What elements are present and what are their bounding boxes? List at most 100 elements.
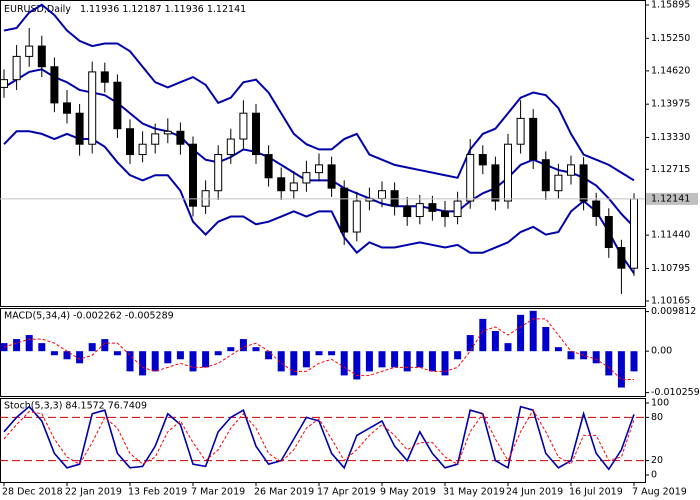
macd-bar [340,351,348,376]
macd-bar [113,351,121,356]
macd-bar [202,351,210,368]
candle-body [567,164,575,176]
candle-body [0,79,8,88]
x-tick-label: 28 Dec 2018 [2,487,63,498]
macd-bar [38,343,46,352]
candle-body [352,200,361,233]
candle-body [604,216,613,249]
x-tick-label: 7 Aug 2019 [632,487,687,498]
candle-body [289,182,298,192]
candle-body [264,154,273,179]
candle-body [113,81,122,130]
y-tick-label: 0.00 [651,346,672,357]
macd-bar [542,326,550,352]
stoch-panel [0,398,646,483]
candle-body [277,177,286,192]
macd-panel [0,308,646,397]
macd-bar [428,351,436,372]
y-tick-label: 1.10165 [651,295,690,306]
macd-bar [277,351,285,372]
macd-bar [76,351,84,364]
y-tick-label: 80 [651,412,663,423]
macd-bar [454,351,462,360]
y-tick-label: -0.010259 [651,387,700,398]
candle-body [163,130,172,135]
candle-body [491,164,500,202]
macd-bar [302,351,310,368]
candle-body [327,164,336,189]
y-tick-label: 1.11440 [651,230,690,241]
candle-body [126,128,134,156]
macd-bar [403,351,411,372]
x-tick-label: 9 May 2019 [380,487,436,498]
macd-bar [592,351,600,364]
macd-bar [189,351,197,372]
candle-body [37,45,46,68]
macd-bar [88,343,96,352]
macd-bar [139,351,147,376]
y-tick-label: 0 [651,470,657,481]
macd-bar [227,347,235,352]
candle-body [252,112,260,156]
candle-body [579,164,588,202]
x-tick-label: 7 Mar 2019 [191,487,245,498]
macd-header: MACD(5,34,4) -0.002262 -0.005289 [4,311,174,322]
macd-bar [353,351,361,380]
x-tick-label: 26 Mar 2019 [254,487,314,498]
macd-bar [25,335,33,352]
macd-bar [252,347,260,352]
candle-body [315,164,323,174]
macd-bar [164,351,172,364]
macd-bar [13,339,21,352]
candle-body [50,66,59,104]
macd-bar [391,351,399,368]
candle-body [403,205,412,218]
candle-body [75,112,84,145]
macd-bar [441,351,449,376]
macd-bar [239,339,247,352]
price-header: EURUSD,Daily 1.11936 1.12187 1.11936 1.1… [4,4,246,15]
candle-body [478,154,487,166]
candle-body [340,187,349,233]
candle-body [453,200,462,218]
y-tick-label: 1.10795 [651,263,690,274]
candle-body [302,172,311,184]
candle-body [441,210,449,218]
macd-bar [101,339,109,352]
candle-body [100,71,109,83]
macd-bar [63,351,71,360]
macd-signal [3,318,634,380]
y-tick-label: 1.12715 [651,164,690,175]
macd-bar [176,351,184,360]
x-tick-label: 16 Jul 2019 [569,487,623,498]
macd-bar [151,351,159,372]
stoch-signal [3,409,635,465]
candle-body [176,130,185,145]
candle-body [630,198,638,269]
y-tick-label: 1.13975 [651,99,690,110]
macd-bar [265,351,273,360]
candle-body [378,190,386,199]
macd-bar [567,351,575,360]
last-price-label: 1.12141 [651,193,690,204]
macd-bar [529,310,537,352]
macd-bar [630,351,638,372]
candle-body [63,102,71,114]
candle-body [138,143,147,156]
y-tick-label: 1.13330 [651,132,690,143]
candle-body [189,143,197,207]
macd-bar [554,347,562,352]
macd-bar [378,351,386,368]
macd-bar [466,335,474,352]
y-tick-label: 0.009812 [651,306,696,317]
y-tick-label: 20 [651,455,663,466]
x-tick-label: 31 May 2019 [443,487,505,498]
candle-body [88,71,97,145]
candle-body [466,154,475,202]
candle-body [617,247,626,269]
x-tick-label: 24 Jun 2019 [506,487,563,498]
stoch-header: Stoch(5,3,3) 84.1572 76.7409 [4,401,147,412]
x-tick-label: 22 Jan 2019 [65,487,122,498]
